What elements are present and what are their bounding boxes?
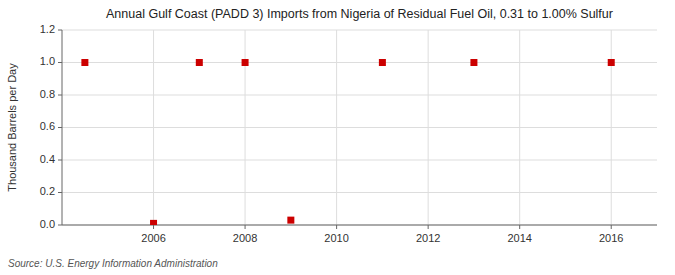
grid-line (62, 30, 657, 31)
tick-label: 0.0 (40, 218, 55, 230)
point (242, 59, 249, 66)
y-axis-label: Thousand Barrels per Day (6, 63, 18, 192)
point (470, 59, 477, 66)
tick-label: 0.2 (40, 185, 55, 197)
tick-mark (58, 62, 62, 63)
point (196, 59, 203, 66)
point (608, 59, 615, 66)
tick-label: 2006 (141, 232, 165, 244)
point (150, 220, 157, 225)
point (287, 217, 294, 224)
grid-line (62, 192, 657, 193)
tick-label: 1.2 (40, 23, 55, 35)
grid-line (428, 30, 429, 225)
title: Annual Gulf Coast (PADD 3) Imports from … (106, 7, 613, 21)
tick-label: 2008 (233, 232, 257, 244)
grid-line (62, 127, 657, 128)
grid-line (336, 30, 337, 225)
tick-mark (611, 225, 612, 229)
points (81, 59, 614, 225)
tick-label: 0.4 (40, 153, 55, 165)
tick-label: 0.8 (40, 88, 55, 100)
source-note: Source: U.S. Energy Information Administ… (8, 258, 218, 269)
tick-label: 0.6 (40, 120, 55, 132)
grid-line (62, 62, 657, 63)
tick-mark (245, 225, 246, 229)
grid-line (62, 95, 657, 96)
tick-mark (153, 225, 154, 229)
tick-mark (58, 160, 62, 161)
chart: 0.0 0.2 0.4 0.6 0.8 1.0 1.2 2006 2008 2010 2012 201… (0, 0, 675, 275)
tick-mark (58, 192, 62, 193)
tick-mark (58, 127, 62, 128)
point (81, 59, 88, 66)
tick-mark (58, 95, 62, 96)
tick-label: 2016 (599, 232, 623, 244)
y-axis-line (62, 30, 63, 225)
point (379, 59, 386, 66)
axes: 0.0 0.2 0.4 0.6 0.8 1.0 1.2 2006 2008 2010 2012 201… (40, 23, 657, 244)
grid-line (62, 160, 657, 161)
grid-line (153, 30, 154, 225)
grid (62, 30, 657, 225)
tick-mark (519, 225, 520, 229)
tick-mark (428, 225, 429, 229)
tick-label: 2014 (507, 232, 531, 244)
tick-label: 1.0 (40, 55, 55, 67)
tick-mark (336, 225, 337, 229)
tick-mark (58, 30, 62, 31)
tick-mark (58, 225, 62, 226)
tick-label: 2010 (324, 232, 348, 244)
grid-line (519, 30, 520, 225)
tick-label: 2012 (416, 232, 440, 244)
